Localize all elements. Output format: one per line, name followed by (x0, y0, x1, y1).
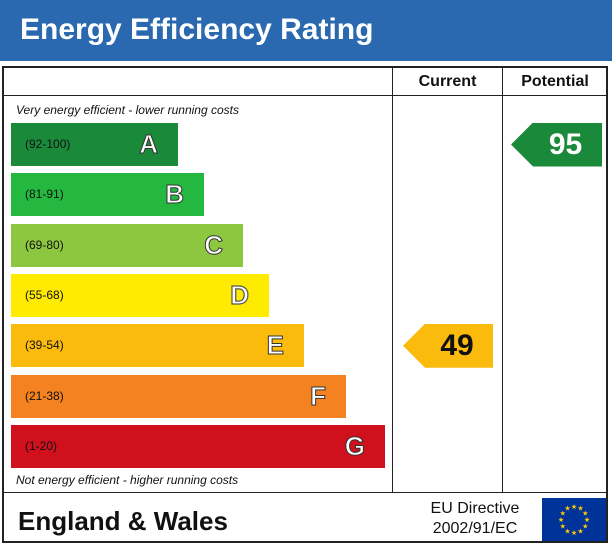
potential-rating-arrow: 95 (511, 122, 602, 167)
band-range-label: (69-80) (25, 237, 64, 252)
svg-text:★: ★ (577, 527, 583, 535)
svg-text:★: ★ (564, 527, 570, 535)
band-letter: D (230, 279, 250, 310)
potential-rating-value: 95 (548, 127, 583, 161)
band-range-label: (39-54) (25, 338, 64, 353)
svg-text:★: ★ (560, 523, 566, 531)
svg-text:★: ★ (571, 503, 577, 511)
current-column-divider (392, 68, 393, 492)
band-d: (55-68) D (11, 273, 269, 317)
svg-text:★: ★ (571, 529, 577, 537)
page-title: Energy Efficiency Rating (20, 13, 374, 46)
band-a: (92-100) A (11, 123, 178, 166)
svg-text:★: ★ (564, 505, 570, 513)
band-e: (39-54) E (11, 324, 304, 368)
svg-text:★: ★ (582, 523, 588, 531)
svg-text:★: ★ (584, 516, 590, 524)
band-range-label: (92-100) (25, 137, 71, 151)
header-divider (4, 95, 606, 96)
svg-text:★: ★ (577, 505, 583, 513)
top-note: Very energy efficient - lower running co… (16, 103, 239, 117)
svg-text:★: ★ (582, 510, 588, 518)
svg-text:★: ★ (558, 516, 564, 524)
band-f: (21-38) F (11, 374, 346, 418)
band-range-label: (55-68) (25, 287, 64, 302)
directive-line-1: EU Directive (430, 500, 520, 517)
current-rating-arrow: 49 (403, 323, 493, 368)
rating-frame (2, 66, 608, 543)
band-range-label: (81-91) (25, 187, 64, 202)
band-letter: F (310, 380, 327, 411)
directive-line-2: 2002/91/EC (432, 520, 518, 537)
region-label: England & Wales (18, 506, 228, 536)
band-letter: B (165, 179, 185, 210)
eu-flag-icon: ★ ★ ★ ★ ★ ★ ★ ★ ★ ★ ★ ★ (542, 498, 606, 541)
band-range-label: (1-20) (25, 438, 58, 453)
current-column-header: Current (418, 73, 477, 90)
svg-text:★: ★ (560, 510, 566, 518)
band-letter: C (204, 229, 224, 260)
band-g: (1-20) G (11, 424, 385, 468)
band-b: (81-91) B (11, 173, 204, 217)
potential-column-divider (502, 68, 503, 492)
current-rating-value: 49 (440, 328, 474, 362)
bottom-note: Not energy efficient - higher running co… (16, 473, 239, 487)
eu-directive: EU Directive 2002/91/EC (415, 499, 535, 539)
band-c: (69-80) C (11, 223, 243, 267)
band-letter: E (266, 330, 284, 361)
band-letter: A (139, 129, 159, 160)
header-banner: Energy Efficiency Rating (0, 0, 612, 61)
footer-divider (4, 492, 606, 493)
potential-column-header: Potential (521, 73, 589, 90)
band-letter: G (344, 430, 365, 461)
band-range-label: (21-38) (25, 388, 64, 403)
